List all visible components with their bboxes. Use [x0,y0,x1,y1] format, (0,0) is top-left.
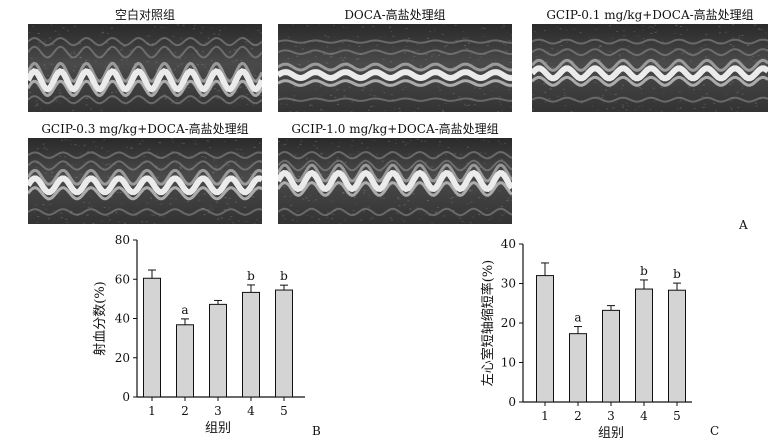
echo-image-gcip-01 [532,24,768,112]
x-axis-label: 组别 [205,421,231,436]
y-tick-label: 60 [115,272,130,286]
x-tick-label: 1 [541,409,549,423]
y-tick-label: 40 [115,312,130,326]
x-tick-label: 2 [574,409,582,423]
bar [602,309,620,403]
y-tick-label: 0 [122,390,130,404]
echo-title-doca: DOCA-高盐处理组 [344,8,446,22]
bar [242,291,260,398]
significance-label: b [640,264,648,278]
x-tick-label: 5 [280,404,288,418]
x-tick-label: 4 [640,409,648,423]
y-tick-label: 0 [508,395,516,409]
significance-label: a [181,303,188,317]
y-axis-label: 左心室短轴缩短率(%) [480,260,496,387]
bar [569,333,587,403]
x-tick-label: 4 [247,404,255,418]
echo-title-gcip-01: GCIP-0.1 mg/kg+DOCA-高盐处理组 [546,8,754,22]
y-tick-label: 30 [501,277,516,291]
x-tick-label: 1 [148,404,156,418]
x-axis-label: 组别 [598,426,624,441]
panel-c-label: C [710,424,720,438]
bar [668,289,686,403]
echo-image-gcip-10 [278,138,512,224]
panel-b-label: B [312,424,321,438]
echo-title-control: 空白对照组 [114,8,175,22]
echo-title-gcip-10: GCIP-1.0 mg/kg+DOCA-高盐处理组 [291,122,499,136]
y-axis-label: 射血分数(%) [92,281,108,356]
panel-a-label: A [739,218,748,232]
x-tick-label: 2 [181,404,189,418]
y-tick-label: 10 [501,356,516,370]
echo-image-doca [278,24,512,112]
significance-label: a [574,311,581,325]
bar [275,289,293,398]
y-tick-label: 80 [115,233,130,247]
significance-label: b [280,269,288,283]
x-tick-label: 3 [607,409,615,423]
x-tick-label: 5 [673,409,681,423]
echo-image-gcip-03 [28,138,262,224]
echo-title-gcip-03: GCIP-0.3 mg/kg+DOCA-高盐处理组 [41,122,249,136]
bar [536,275,554,403]
bar [143,277,161,398]
significance-label: b [247,269,255,283]
bar [176,324,194,398]
chart-fractional-shortening: 0 10 20 30 40 1 2 a 3 4 b 5 b 组别 左心室短轴缩短率(%) [480,237,692,441]
echo-image-control [28,24,262,112]
bar [209,303,227,398]
y-tick-label: 20 [501,316,516,330]
bar [635,288,653,403]
y-tick-label: 20 [115,351,130,365]
chart-ejection-fraction: 0 20 40 60 80 1 2 a 3 4 b 5 b 组别 射血分数(%) [92,233,305,436]
y-tick-label: 40 [501,237,516,251]
x-tick-label: 3 [214,404,222,418]
significance-label: b [673,267,681,281]
